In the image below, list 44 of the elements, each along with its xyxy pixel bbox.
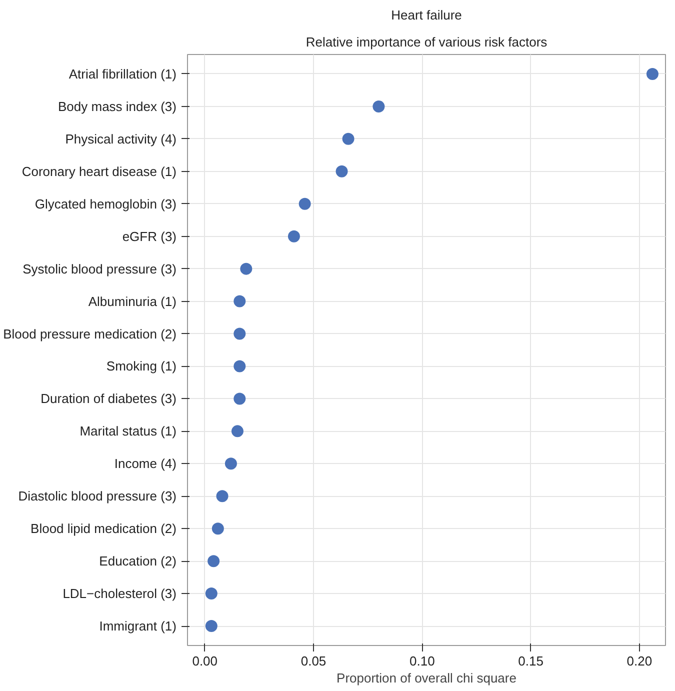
point <box>208 555 220 568</box>
y-tick-label: Body mass index (3) <box>58 98 177 114</box>
y-tick-label: Education (2) <box>99 554 177 569</box>
x-tick-label: 0.05 <box>300 654 326 668</box>
point <box>216 490 228 502</box>
point <box>336 165 348 178</box>
x-tick-label: 0.00 <box>192 654 218 668</box>
point <box>646 68 658 80</box>
y-tick-label: Blood lipid medication (2) <box>30 521 177 536</box>
y-tick-label: Marital status (1) <box>80 424 177 439</box>
y-tick-label: Systolic blood pressure (3) <box>22 261 177 276</box>
y-tick-label: Coronary heart disease (1) <box>22 164 177 179</box>
y-tick-label: Smoking (1) <box>106 358 176 374</box>
x-axis-title: Proportion of overall chi square <box>336 670 516 686</box>
y-tick-label: eGFR (3) <box>122 228 176 244</box>
x-tick-label: 0.10 <box>410 654 435 668</box>
y-tick-label: Diastolic blood pressure (3) <box>18 488 176 504</box>
point <box>288 230 300 242</box>
chart-title: Heart failure <box>391 8 462 22</box>
x-tick-label: 0.15 <box>518 654 544 668</box>
y-tick-label: Duration of diabetes (3) <box>40 391 177 406</box>
point <box>234 392 246 405</box>
point <box>205 588 218 600</box>
y-tick-label: Physical activity (4) <box>65 131 176 146</box>
point <box>234 360 246 372</box>
point <box>234 328 246 340</box>
point <box>212 522 224 535</box>
y-tick-label: Atrial fibrillation (1) <box>68 66 177 82</box>
chart-subtitle: Relative importance of various risk factors <box>306 34 548 50</box>
y-tick-label: Immigrant (1) <box>99 618 177 634</box>
point <box>234 295 246 308</box>
y-tick-label: LDL−cholesterol (3) <box>62 586 177 602</box>
point <box>342 132 354 145</box>
y-tick-label: Albuminuria (1) <box>88 294 177 309</box>
point <box>298 198 311 210</box>
point <box>224 458 237 470</box>
point <box>240 262 252 275</box>
point <box>231 425 244 438</box>
x-tick-label: 0.20 <box>626 654 652 668</box>
y-tick-label: Glycated hemoglobin (3) <box>34 196 177 212</box>
y-tick-label: Blood pressure medication (2) <box>3 326 177 342</box>
point <box>372 100 385 112</box>
y-tick-label: Income (4) <box>114 456 177 472</box>
point <box>205 620 218 632</box>
